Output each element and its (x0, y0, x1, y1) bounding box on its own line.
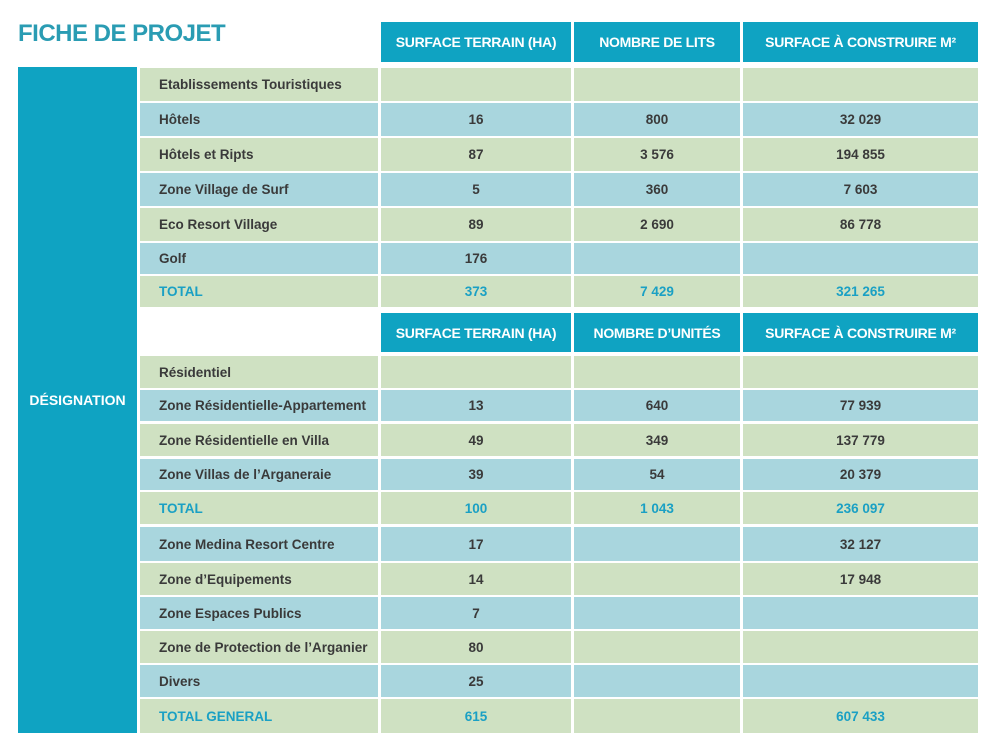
value-cell: 2 690 (574, 208, 740, 241)
value-cell: 640 (574, 390, 740, 421)
value-cell (743, 68, 978, 101)
value-cell: 360 (574, 173, 740, 206)
value-cell: 39 (381, 459, 571, 490)
row-label: Zone Résidentielle-Appartement (140, 390, 378, 421)
value-cell (574, 665, 740, 697)
value-cell: 17 948 (743, 563, 978, 595)
value-cell: 5 (381, 173, 571, 206)
value-cell: 100 (381, 492, 571, 524)
value-cell: 89 (381, 208, 571, 241)
value-cell (743, 356, 978, 388)
value-cell: 14 (381, 563, 571, 595)
value-cell: 49 (381, 424, 571, 456)
value-cell: 16 (381, 103, 571, 136)
value-cell (381, 68, 571, 101)
value-cell: 77 939 (743, 390, 978, 421)
value-cell: 7 603 (743, 173, 978, 206)
page-title: FICHE DE PROJET (18, 20, 226, 47)
row-label: Hôtels (140, 103, 378, 136)
value-cell: 607 433 (743, 699, 978, 733)
value-cell: 25 (381, 665, 571, 697)
value-cell: 615 (381, 699, 571, 733)
row-label: TOTAL (140, 492, 378, 524)
value-cell: 349 (574, 424, 740, 456)
value-cell: 87 (381, 138, 571, 171)
side-label: DÉSIGNATION (18, 67, 137, 733)
row-label: Zone d’Equipements (140, 563, 378, 595)
value-cell: 3 576 (574, 138, 740, 171)
value-cell: 80 (381, 631, 571, 663)
value-cell (574, 699, 740, 733)
row-label: Zone Résidentielle en Villa (140, 424, 378, 456)
row-label: Zone Villas de l’Arganeraie (140, 459, 378, 490)
row-label: Zone Medina Resort Centre (140, 527, 378, 561)
value-cell (743, 597, 978, 629)
column-header: SURFACE À CONSTRUIRE M² (743, 313, 978, 352)
row-label: TOTAL GENERAL (140, 699, 378, 733)
value-cell: 7 429 (574, 276, 740, 307)
value-cell (574, 527, 740, 561)
value-cell (574, 563, 740, 595)
column-header: NOMBRE DE LITS (574, 22, 740, 62)
value-cell: 20 379 (743, 459, 978, 490)
row-label: Zone Village de Surf (140, 173, 378, 206)
value-cell: 17 (381, 527, 571, 561)
value-cell: 137 779 (743, 424, 978, 456)
value-cell: 7 (381, 597, 571, 629)
column-header: SURFACE TERRAIN (HA) (381, 313, 571, 352)
row-label: Divers (140, 665, 378, 697)
value-cell (574, 631, 740, 663)
column-header: NOMBRE D’UNITÉS (574, 313, 740, 352)
value-cell: 321 265 (743, 276, 978, 307)
value-cell: 236 097 (743, 492, 978, 524)
row-label: Zone Espaces Publics (140, 597, 378, 629)
value-cell: 86 778 (743, 208, 978, 241)
value-cell (574, 597, 740, 629)
value-cell (381, 356, 571, 388)
row-label: Golf (140, 243, 378, 274)
row-label: Etablissements Touristiques (140, 68, 378, 101)
value-cell (574, 356, 740, 388)
value-cell (743, 243, 978, 274)
value-cell: 176 (381, 243, 571, 274)
column-header: SURFACE À CONSTRUIRE M² (743, 22, 978, 62)
value-cell: 1 043 (574, 492, 740, 524)
value-cell: 194 855 (743, 138, 978, 171)
row-label: Eco Resort Village (140, 208, 378, 241)
value-cell (574, 68, 740, 101)
value-cell: 32 127 (743, 527, 978, 561)
value-cell: 373 (381, 276, 571, 307)
column-header: SURFACE TERRAIN (HA) (381, 22, 571, 62)
row-label: Hôtels et Ripts (140, 138, 378, 171)
value-cell (574, 243, 740, 274)
value-cell (743, 631, 978, 663)
value-cell: 13 (381, 390, 571, 421)
row-label: Résidentiel (140, 356, 378, 388)
value-cell: 54 (574, 459, 740, 490)
row-label: TOTAL (140, 276, 378, 307)
value-cell: 32 029 (743, 103, 978, 136)
value-cell (743, 665, 978, 697)
value-cell: 800 (574, 103, 740, 136)
row-label: Zone de Protection de l’Arganier (140, 631, 378, 663)
